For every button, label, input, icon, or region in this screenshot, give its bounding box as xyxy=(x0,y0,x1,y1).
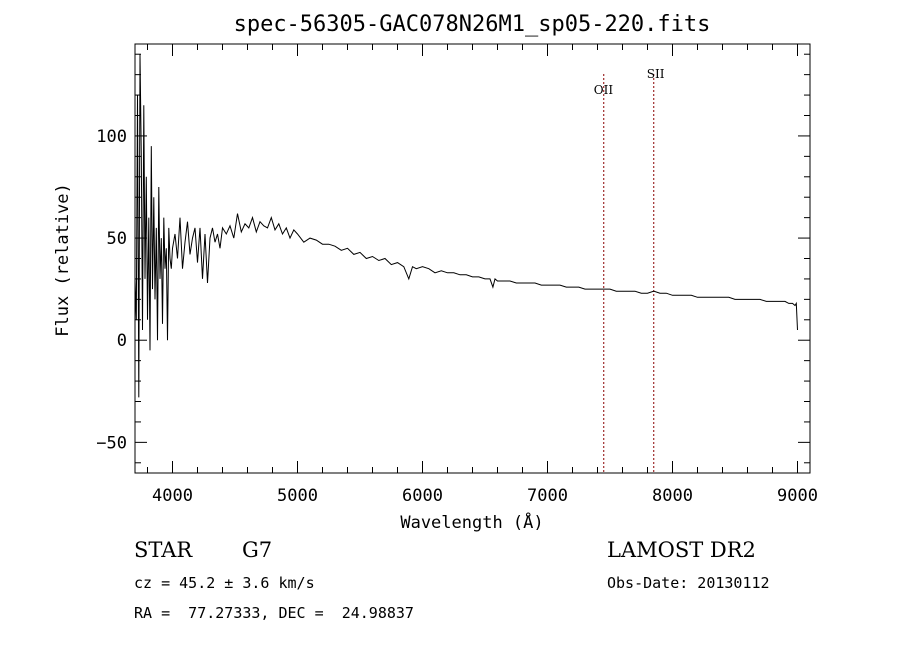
spectrum-line xyxy=(134,54,798,398)
x-tick-label: 6000 xyxy=(402,486,443,506)
tick-labels: 4000 5000 6000 7000 8000 9000 −50 0 50 100 xyxy=(96,127,818,506)
plot-frame xyxy=(134,43,811,474)
marker-label-oii: OII xyxy=(594,83,614,97)
marker-label-sii: SII xyxy=(647,67,665,81)
subclass: G7 xyxy=(242,538,273,562)
x-tick-label: 7000 xyxy=(527,486,568,506)
y-tick-label: 100 xyxy=(96,127,127,147)
object-class: STAR xyxy=(134,538,193,562)
x-axis-label: Wavelength (Å) xyxy=(400,511,543,533)
emission-line-markers: OII SII xyxy=(594,67,665,473)
x-tick-label: 5000 xyxy=(277,486,318,506)
x-tick-label: 4000 xyxy=(152,486,193,506)
y-tick-label: −50 xyxy=(96,433,127,453)
axis-ticks xyxy=(135,44,810,473)
obs-date: Obs-Date: 20130112 xyxy=(607,574,770,592)
x-tick-label: 8000 xyxy=(652,486,693,506)
x-tick-label: 9000 xyxy=(777,486,818,506)
y-tick-label: 50 xyxy=(107,229,127,249)
redshift-readout: cz = 45.2 ± 3.6 km/s xyxy=(134,574,315,592)
y-tick-label: 0 xyxy=(117,331,127,351)
chart-title: spec-56305-GAC078N26M1_sp05-220.fits xyxy=(234,12,711,37)
y-axis-label: Flux (relative) xyxy=(53,183,73,337)
survey-name: LAMOST DR2 xyxy=(607,538,756,562)
coordinates: RA = 77.27333, DEC = 24.98837 xyxy=(134,604,414,622)
